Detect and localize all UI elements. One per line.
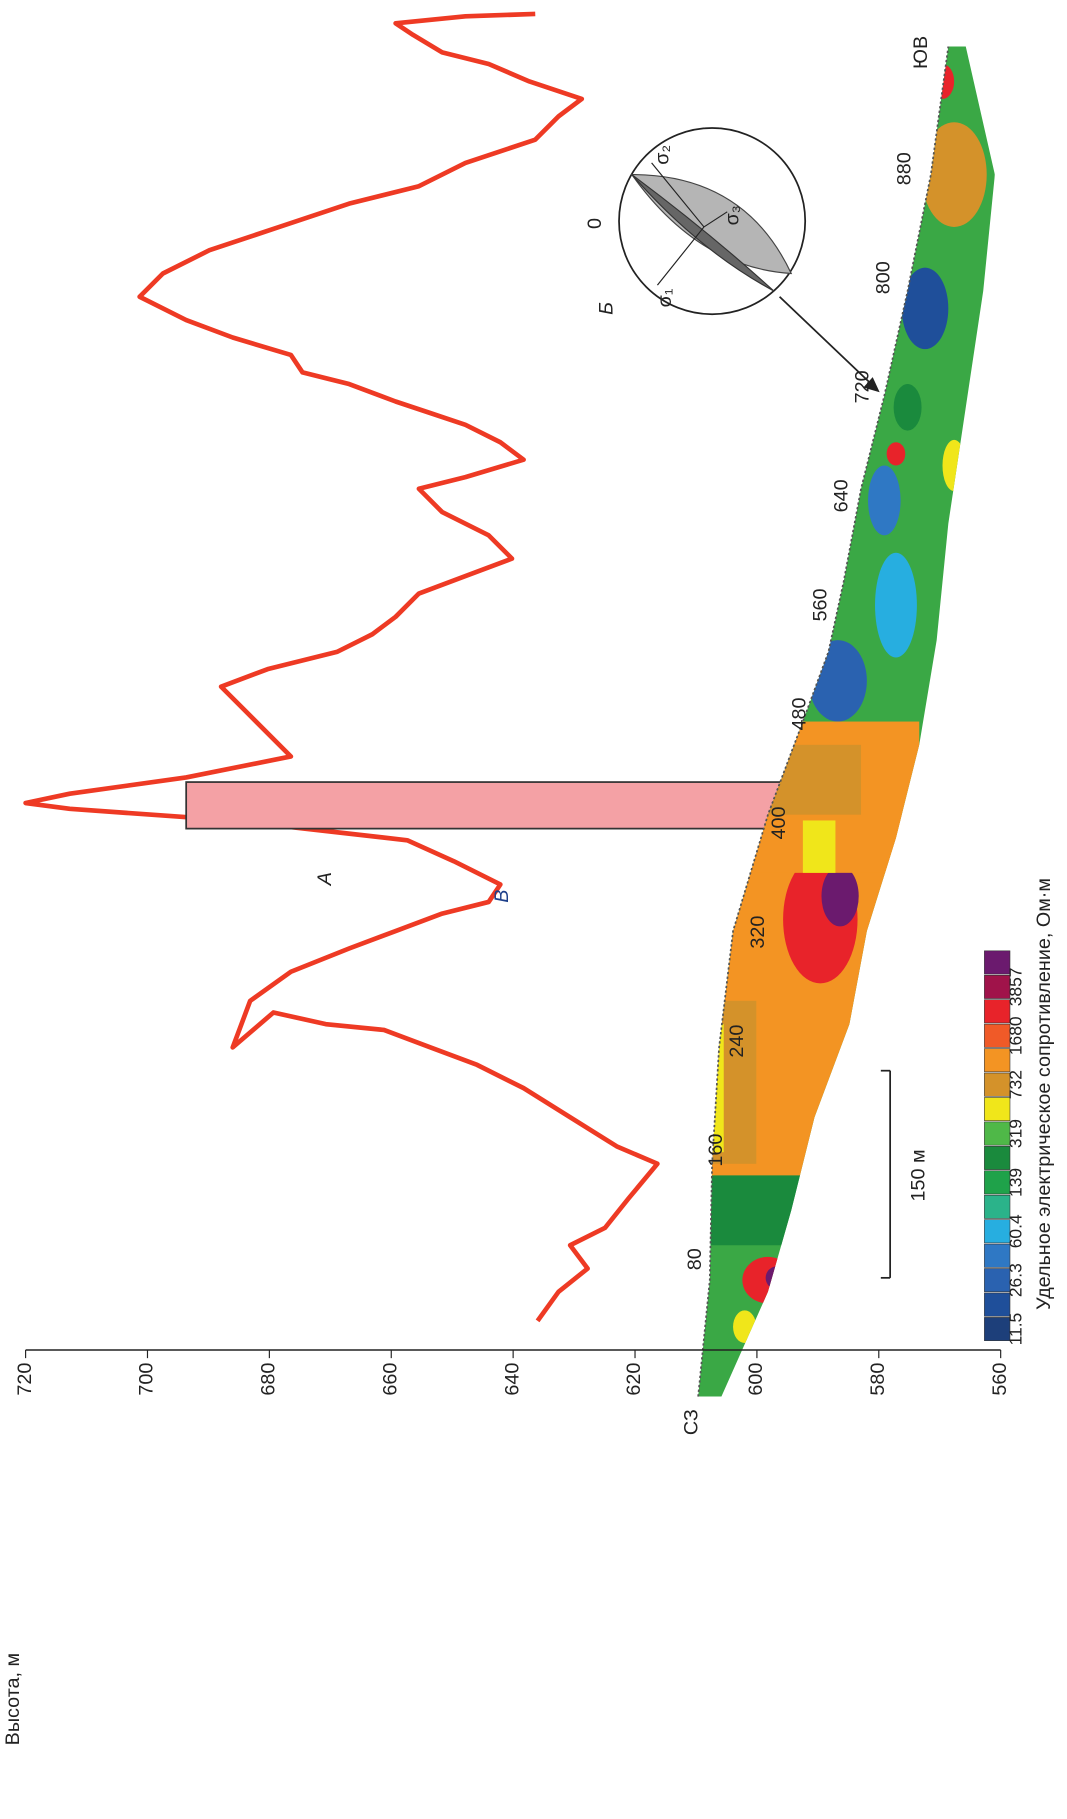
- stereonet: [618, 127, 880, 393]
- height-tick-label: 620: [623, 1363, 645, 1396]
- height-tick-label: 720: [14, 1363, 36, 1396]
- distance-label: 560: [810, 588, 832, 621]
- legend-title: Удельное электрическое сопротивление, Ом…: [1033, 878, 1055, 1310]
- height-tick-label: 580: [867, 1363, 889, 1396]
- height-tick-label: 680: [258, 1363, 280, 1396]
- distance-label: 320: [747, 916, 769, 949]
- legend-value: 732: [1006, 1070, 1026, 1099]
- legend-value: 3857: [1006, 967, 1026, 1006]
- distance-label: 880: [893, 152, 915, 185]
- height-axis-title: Высота, м: [2, 1653, 24, 1745]
- height-tick-label: 560: [989, 1363, 1011, 1396]
- scale-label: 150 м: [907, 1149, 929, 1201]
- legend-value: 26.3: [1006, 1263, 1026, 1297]
- sigma-1: σ₁: [654, 288, 676, 307]
- legend-value: 11.5: [1006, 1313, 1026, 1346]
- label-zero: 0: [584, 218, 606, 229]
- height-tick-label: 640: [501, 1363, 523, 1396]
- legend-value: 60.4: [1006, 1214, 1026, 1248]
- legend-value: 139: [1006, 1168, 1026, 1197]
- label-a: А: [314, 872, 336, 886]
- distance-label: 400: [768, 807, 790, 840]
- zone-bar: [185, 781, 828, 830]
- profile-curve: [23, 11, 660, 1323]
- distance-label: 720: [852, 370, 874, 403]
- label-b: Б: [596, 302, 618, 315]
- height-tick-label: 600: [745, 1363, 767, 1396]
- height-tick-label: 660: [379, 1363, 401, 1396]
- legend-value: 1680: [1006, 1016, 1026, 1055]
- legend-swatches: [984, 950, 1011, 1341]
- surface-line: [697, 46, 950, 1397]
- distance-label: 800: [873, 261, 895, 294]
- scale-bar: [880, 1069, 892, 1279]
- label-v: В: [491, 890, 513, 903]
- label-nw: СЗ: [681, 1409, 703, 1435]
- distance-label: 480: [789, 697, 811, 730]
- sigma-3: σ₃: [721, 205, 743, 225]
- height-tick-label: 700: [136, 1363, 158, 1396]
- label-se: ЮВ: [910, 36, 932, 69]
- distance-label: 640: [831, 479, 853, 512]
- legend-value: 319: [1006, 1119, 1026, 1148]
- sigma-2: σ₂: [651, 145, 673, 165]
- distance-label: 160: [705, 1134, 727, 1167]
- distance-label: 80: [684, 1248, 706, 1270]
- distance-label: 240: [726, 1025, 748, 1058]
